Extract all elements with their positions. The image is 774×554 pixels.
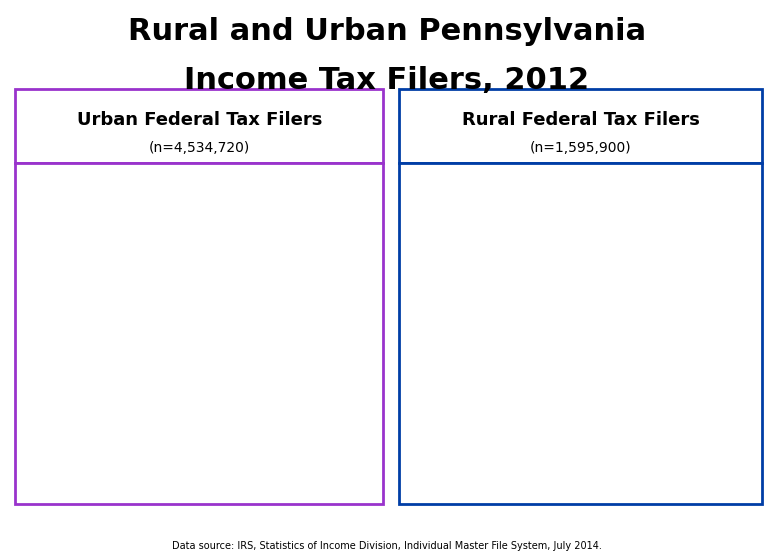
Wedge shape (506, 228, 551, 332)
Text: No tax
payment
or
refund due
285,370
6%: No tax payment or refund due 285,370 6% (158, 188, 227, 256)
Text: Tax
payment
due
679,490
15%: Tax payment due 679,490 15% (105, 270, 163, 343)
Wedge shape (65, 233, 276, 444)
Text: Eligible for
tax refund
1,281,150
80%: Eligible for tax refund 1,281,150 80% (544, 348, 616, 407)
Wedge shape (64, 237, 166, 335)
Text: Rural and Urban Pennsylvania: Rural and Urban Pennsylvania (128, 17, 646, 45)
Text: (n=1,595,900): (n=1,595,900) (529, 141, 632, 156)
Text: Data source: IRS, Statistics of Income Division, Individual Master File System, : Data source: IRS, Statistics of Income D… (172, 541, 602, 551)
Text: Urban Federal Tax Filers: Urban Federal Tax Filers (77, 111, 322, 129)
Text: Tax
payment
due
208,550
13%: Tax payment due 208,550 13% (488, 270, 545, 343)
Wedge shape (131, 227, 170, 332)
Text: Rural Federal Tax Filers: Rural Federal Tax Filers (461, 111, 700, 129)
Text: (n=4,534,720): (n=4,534,720) (149, 141, 250, 156)
Text: Eligible for
tax refund
3,569,860
79%: Eligible for tax refund 3,569,860 79% (165, 348, 237, 406)
Text: Income Tax Filers, 2012: Income Tax Filers, 2012 (184, 66, 590, 95)
Wedge shape (448, 234, 656, 443)
Wedge shape (448, 240, 547, 335)
Text: No tax
payment
or refund
due
106,200
7%: No tax payment or refund due 106,200 7% (536, 189, 594, 258)
